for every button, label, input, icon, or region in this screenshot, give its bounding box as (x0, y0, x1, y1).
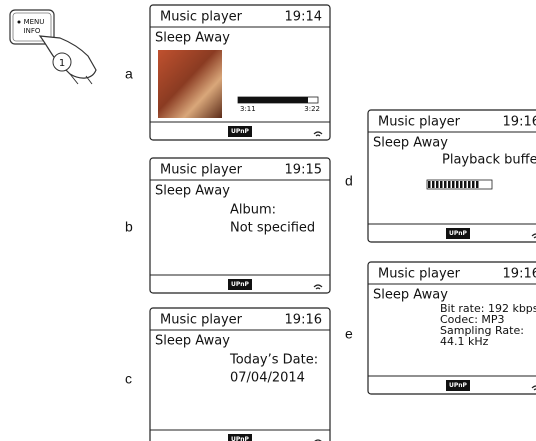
upnp-badge (228, 126, 252, 137)
clock: 19:15 (285, 163, 322, 178)
upnp-badge (446, 380, 470, 391)
buffer-segment (476, 181, 479, 188)
album-art (158, 50, 222, 118)
screen-frame (367, 109, 536, 243)
buffer-segment (432, 181, 435, 188)
buffer-segment (436, 181, 439, 188)
wifi-icon (313, 131, 323, 137)
buffer-segment (428, 181, 431, 188)
screen-title: Music player (378, 115, 461, 130)
track-name: Sleep Away (373, 136, 448, 151)
buffer-segment (456, 181, 459, 188)
info-line: Today’s Date: (229, 353, 318, 368)
screen-frame (149, 307, 331, 441)
upnp-label: UPnP (231, 436, 250, 441)
screen-title: Music player (160, 163, 243, 178)
buffer-segment (460, 181, 463, 188)
screen-frame (149, 157, 331, 294)
info-line: Codec: MP3 (440, 313, 505, 326)
buffer-segment (464, 181, 467, 188)
upnp-label: UPnP (231, 128, 250, 135)
track-name: Sleep Away (155, 184, 230, 199)
step-number: 1 (59, 58, 65, 69)
button-label: MENU (24, 18, 45, 26)
info-line: Playback buffer (442, 153, 536, 168)
info-line: 44.1 kHz (440, 335, 489, 348)
wifi-icon (313, 284, 323, 290)
screen-title: Music player (160, 10, 243, 25)
upnp-badge (228, 434, 252, 441)
wifi-icon (531, 233, 536, 239)
clock: 19:16 (503, 267, 536, 282)
buffer-segment (444, 181, 447, 188)
progress-fill (238, 97, 308, 103)
track-name: Sleep Away (373, 288, 448, 303)
screen-title: Music player (378, 267, 461, 282)
elapsed-time: 3:11 (240, 105, 256, 113)
upnp-badge (446, 228, 470, 239)
lcd-screen: Music player 19:16 Sleep Away UPnP Today’s D… (149, 307, 331, 441)
wifi-icon (531, 385, 536, 391)
info-line: Not specified (230, 221, 315, 236)
step-letter: b (125, 219, 133, 235)
info-line: Sampling Rate: (440, 324, 524, 337)
buffer-segment (452, 181, 455, 188)
upnp-label: UPnP (449, 382, 468, 389)
wifi-icon (314, 439, 322, 441)
clock: 19:16 (503, 115, 536, 130)
screen-title: Music player (160, 313, 243, 328)
step-letter: c (125, 371, 132, 387)
lcd-screen: Music player 19:16 Sleep Away UPnP Playback … (367, 109, 536, 243)
step-letter: e (345, 326, 353, 342)
upnp-badge (228, 279, 252, 290)
info-line: 07/04/2014 (230, 371, 305, 386)
step-letter: d (345, 173, 353, 189)
clock: 19:14 (285, 10, 322, 25)
upnp-label: UPnP (449, 230, 468, 237)
buffer-segment (472, 181, 475, 188)
total-time: 3:22 (304, 105, 320, 113)
buffer-segment (440, 181, 443, 188)
lcd-screen: Music player 19:16 Sleep Away UPnP Bit rate:… (367, 261, 536, 395)
info-line: Bit rate: 192 kbps (440, 302, 536, 315)
track-name: Sleep Away (155, 31, 230, 46)
buffer-segment (448, 181, 451, 188)
clock: 19:16 (285, 313, 322, 328)
info-line: Album: (230, 203, 276, 218)
upnp-label: UPnP (231, 281, 250, 288)
menu-button (9, 9, 97, 85)
step-letter: a (125, 66, 133, 82)
buffer-frame (426, 179, 493, 190)
track-name: Sleep Away (155, 334, 230, 349)
buffer-segment (468, 181, 471, 188)
button-label: INFO (24, 27, 41, 35)
lcd-screen: Music player 19:14 Sleep Away UPnP 3:11 3:22 (149, 4, 331, 141)
lcd-screen: Music player 19:15 Sleep Away UPnP Album: Not… (149, 157, 331, 294)
screen-frame (367, 261, 536, 395)
